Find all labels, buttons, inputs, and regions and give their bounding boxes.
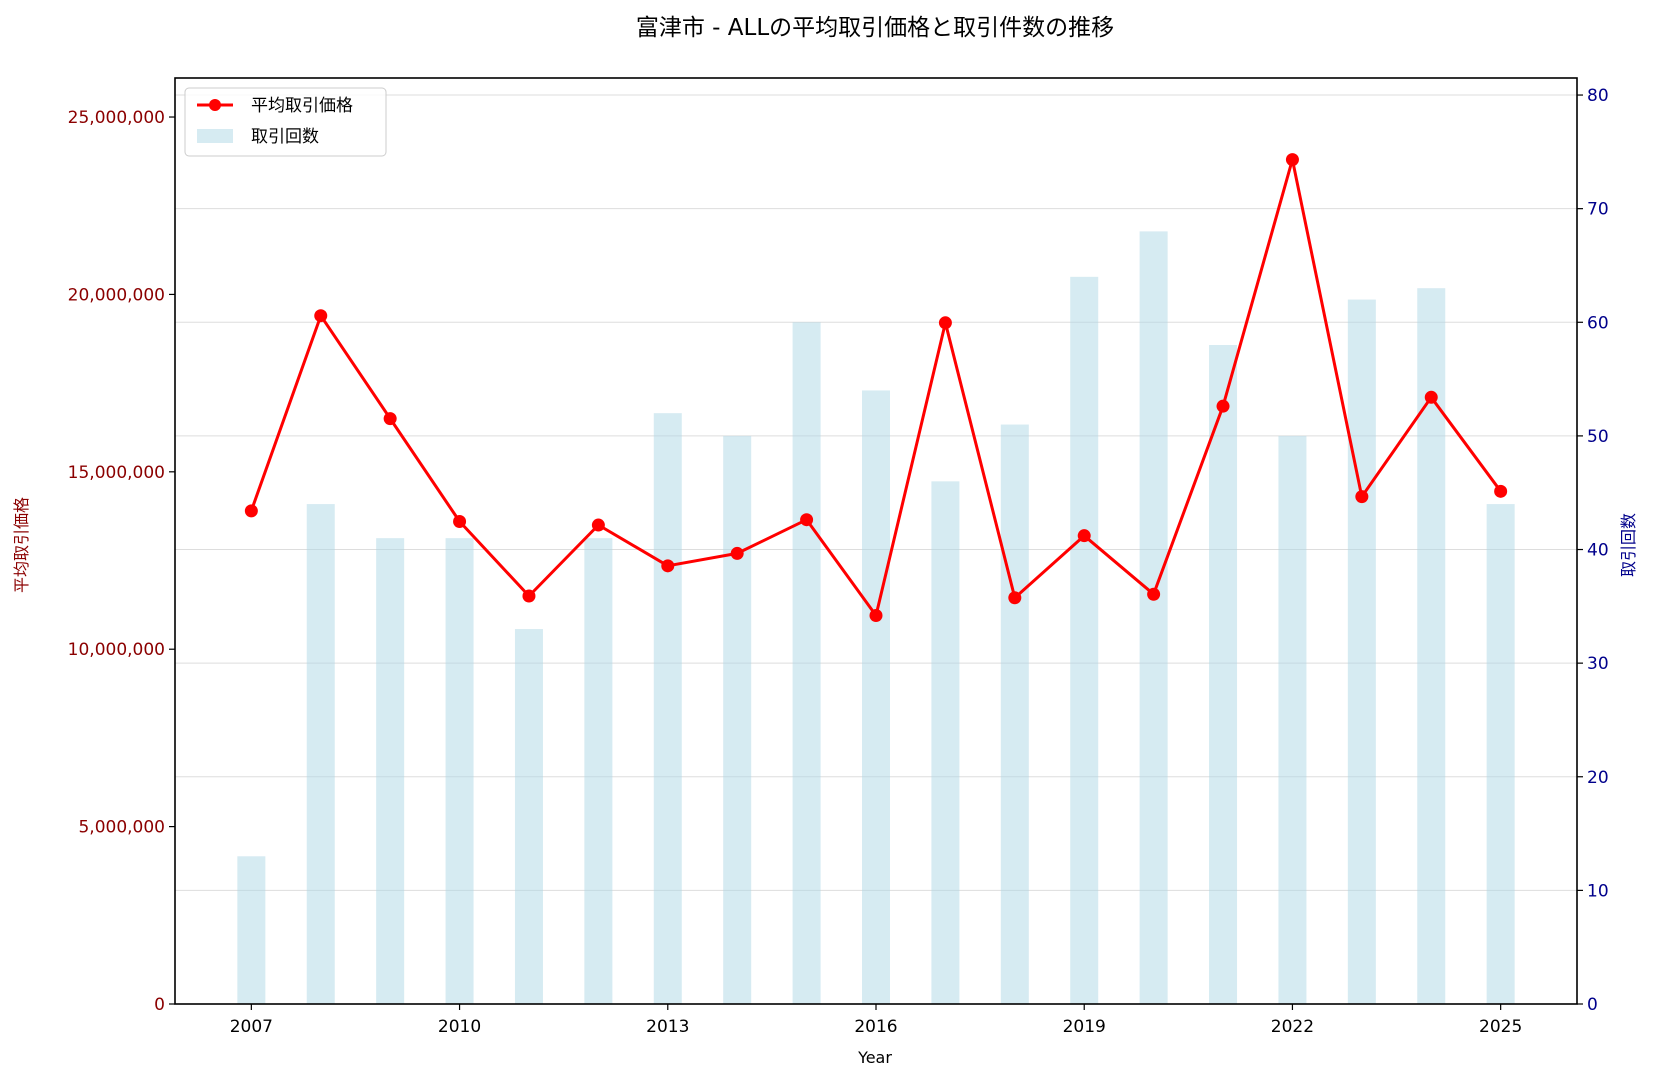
bar-2020: [1139, 231, 1168, 1005]
price-point-2021: [1216, 399, 1230, 413]
bar-2021: [1209, 345, 1238, 1005]
price-point-2012: [591, 518, 605, 532]
y-axis-left: 0 5,000,000 10,000,000 15,000,000 20,000,000…: [68, 108, 175, 1015]
y-right-tick-label: 50: [1587, 427, 1609, 447]
y-right-tick-label: 70: [1587, 200, 1609, 220]
y-axis-right: 0 10 20 30 40 50 60 70 80: [1577, 86, 1609, 1015]
price-point-2013: [661, 559, 675, 573]
bar-2018: [1000, 424, 1029, 1004]
x-tick-label: 2025: [1479, 1017, 1522, 1037]
x-tick-label: 2016: [854, 1017, 897, 1037]
y-right-tick-label: 30: [1587, 654, 1609, 674]
bar-2014: [723, 435, 752, 1004]
y-left-tick-label: 15,000,000: [68, 463, 165, 483]
line-series: [244, 153, 1508, 623]
y-left-tick-label: 25,000,000: [68, 108, 165, 128]
price-point-2010: [453, 514, 467, 528]
price-point-2025: [1494, 484, 1508, 498]
bar-2017: [931, 481, 960, 1004]
bar-2013: [653, 413, 682, 1004]
y-right-tick-label: 10: [1587, 881, 1609, 901]
legend: 平均取引価格 取引回数: [184, 87, 387, 157]
x-tick-label: 2010: [438, 1017, 481, 1037]
price-point-2008: [314, 309, 328, 323]
bar-2025: [1486, 504, 1515, 1004]
x-tick-label: 2022: [1271, 1017, 1314, 1037]
price-point-2015: [800, 513, 814, 527]
bar-2007: [237, 856, 266, 1004]
y-left-tick-label: 20,000,000: [68, 285, 165, 305]
legend-bar-marker: [197, 129, 233, 143]
price-point-2009: [383, 412, 397, 426]
y-left-tick-label: 0: [154, 995, 165, 1015]
price-point-2016: [869, 609, 883, 623]
bar-2010: [445, 538, 474, 1004]
y-axis-right-label: 取引回数: [1619, 513, 1638, 577]
bar-2019: [1070, 276, 1099, 1004]
price-point-2007: [244, 504, 258, 518]
price-point-2017: [938, 316, 952, 330]
legend-point-marker: [209, 99, 221, 111]
bar-2022: [1278, 435, 1307, 1004]
y-right-tick-label: 0: [1587, 995, 1598, 1015]
price-point-2014: [730, 546, 744, 560]
y-right-tick-label: 80: [1587, 86, 1609, 106]
x-axis: 2007 2010 2013 2016 2019 2022 2025: [230, 1004, 1522, 1037]
price-point-2019: [1077, 529, 1091, 543]
y-right-tick-label: 20: [1587, 768, 1609, 788]
bar-2023: [1347, 299, 1376, 1004]
y-left-tick-label: 10,000,000: [68, 640, 165, 660]
price-point-2023: [1355, 490, 1369, 504]
legend-box: [184, 87, 387, 157]
bar-2015: [792, 322, 821, 1004]
chart-title: 富津市 - ALLの平均取引価格と取引件数の推移: [636, 15, 1114, 41]
x-axis-label: Year: [857, 1048, 892, 1067]
y-right-tick-label: 60: [1587, 313, 1609, 333]
bar-2012: [584, 538, 613, 1004]
x-tick-label: 2007: [230, 1017, 273, 1037]
price-point-2020: [1147, 587, 1161, 601]
bar-2009: [376, 538, 405, 1004]
bar-series: [237, 231, 1515, 1005]
y-axis-left-label: 平均取引価格: [12, 497, 31, 593]
legend-label-count: 取引回数: [251, 127, 319, 147]
price-point-2024: [1424, 390, 1438, 404]
price-point-2018: [1008, 591, 1022, 605]
y-right-tick-label: 40: [1587, 541, 1609, 561]
y-left-tick-label: 5,000,000: [78, 818, 165, 838]
price-point-2011: [522, 589, 536, 603]
bar-2011: [514, 629, 543, 1004]
bar-2016: [862, 390, 890, 1004]
x-tick-label: 2019: [1063, 1017, 1106, 1037]
price-point-2022: [1285, 153, 1299, 167]
legend-label-price: 平均取引価格: [251, 96, 353, 116]
bar-2008: [306, 504, 335, 1004]
x-tick-label: 2013: [646, 1017, 689, 1037]
